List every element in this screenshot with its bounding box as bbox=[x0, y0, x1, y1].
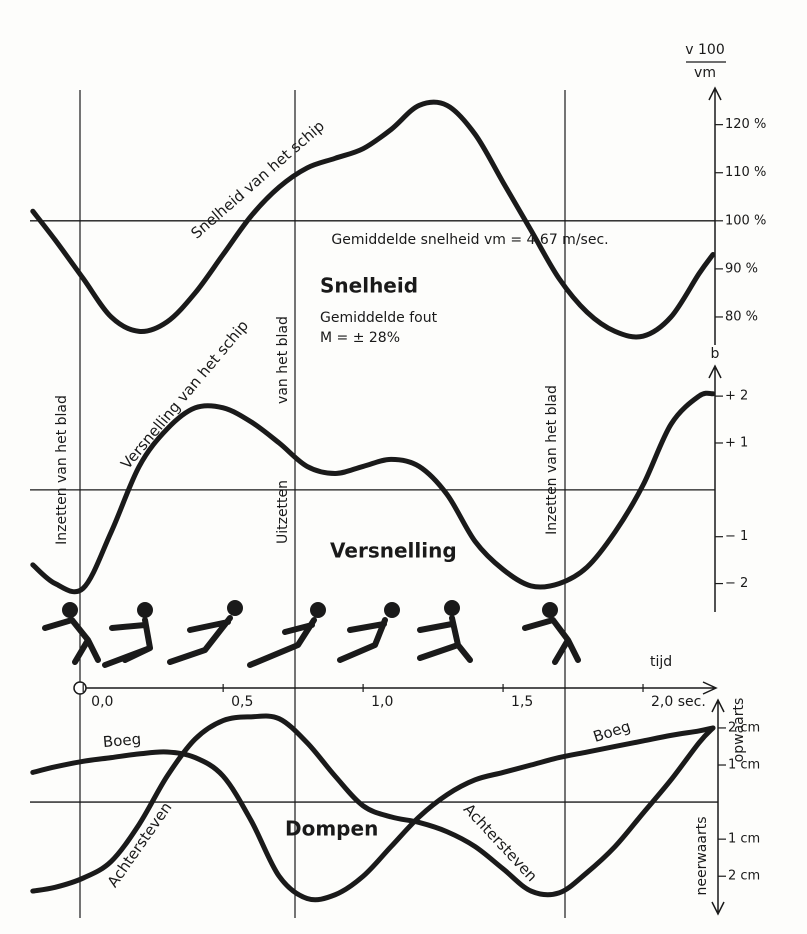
y-tick-label: 80 % bbox=[725, 309, 758, 324]
y-tick-label: 120 % bbox=[725, 117, 766, 132]
y-tick-label: 90 % bbox=[725, 261, 758, 276]
x-tick-label: 1,0 bbox=[371, 694, 393, 710]
y-axis-label: v 100 bbox=[685, 42, 724, 58]
phase-label: van het blad bbox=[275, 316, 291, 404]
chart-title: Versnelling bbox=[330, 539, 457, 563]
note: M = ± 28% bbox=[320, 330, 400, 346]
y-axis-label: b bbox=[711, 346, 720, 362]
y-tick-label: 2 cm bbox=[728, 720, 760, 735]
y-tick-label: + 2 bbox=[725, 389, 748, 404]
x-tick-label: 0,5 bbox=[231, 694, 253, 710]
y-tick-label: 1 cm bbox=[728, 832, 760, 847]
x-tick-label: 0,0 bbox=[91, 694, 113, 710]
y-axis-label: vm bbox=[694, 65, 716, 81]
x-axis-label: tijd bbox=[650, 654, 672, 670]
reference-label: Gemiddelde snelheid vm = 4.67 m/sec. bbox=[331, 232, 608, 248]
chart-title: Dompen bbox=[285, 817, 378, 841]
y-tick-label: − 1 bbox=[725, 529, 748, 544]
chart-title: Snelheid bbox=[320, 274, 418, 298]
y-tick-label: 2 cm bbox=[728, 869, 760, 884]
y-tick-label: 110 % bbox=[725, 165, 766, 180]
background bbox=[0, 0, 807, 934]
y-tick-label: 100 % bbox=[725, 213, 766, 228]
chart: Inzetten van het blad van het blad Uitze… bbox=[0, 0, 807, 934]
curve-label: Boeg bbox=[102, 730, 142, 751]
x-tick-label: 1,5 bbox=[511, 694, 533, 710]
y-tick-label: + 1 bbox=[725, 435, 748, 450]
y-tick-label: 1 cm bbox=[728, 758, 760, 773]
x-tick-label: 2,0 sec. bbox=[651, 694, 706, 710]
phase-label: Inzetten van het blad bbox=[544, 385, 560, 535]
y-axis-label: neerwaarts bbox=[694, 816, 710, 895]
phase-label: Inzetten van het blad bbox=[54, 395, 70, 545]
subtitle: Gemiddelde fout bbox=[320, 310, 438, 326]
y-tick-label: − 2 bbox=[725, 576, 748, 591]
origin bbox=[74, 682, 86, 694]
